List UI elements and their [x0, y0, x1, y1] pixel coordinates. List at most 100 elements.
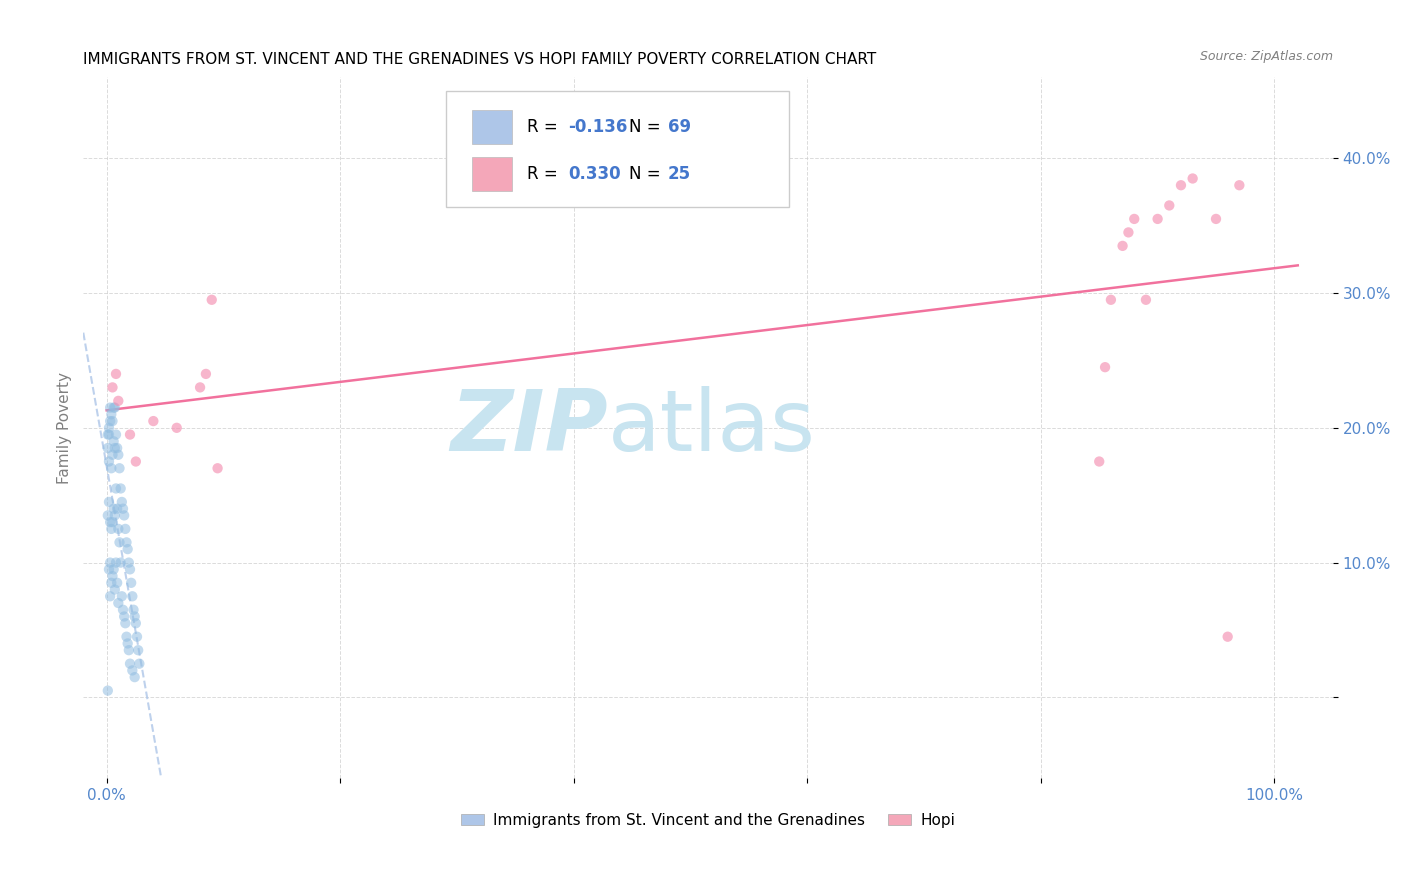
Point — [105, 501, 128, 516]
Text: Source: ZipAtlas.com: Source: ZipAtlas.com — [1199, 51, 1333, 63]
Point — [118, 643, 141, 657]
Point — [104, 556, 127, 570]
Point — [107, 393, 129, 408]
Point — [104, 367, 127, 381]
Point — [98, 562, 121, 576]
Point — [1216, 630, 1239, 644]
Point — [104, 401, 127, 415]
Point — [98, 495, 121, 509]
Point — [100, 408, 122, 422]
Point — [97, 683, 120, 698]
Point — [98, 427, 121, 442]
Point — [97, 508, 120, 523]
Point — [121, 664, 143, 678]
Point — [104, 482, 127, 496]
Point — [103, 401, 125, 415]
Point — [124, 609, 146, 624]
Point — [1111, 239, 1133, 253]
Y-axis label: Family Poverty: Family Poverty — [58, 372, 72, 483]
Point — [100, 575, 122, 590]
Point — [1159, 198, 1181, 212]
Point — [111, 603, 134, 617]
Point — [101, 380, 124, 394]
Point — [98, 454, 121, 468]
Point — [120, 575, 142, 590]
Point — [108, 535, 131, 549]
Text: 0.330: 0.330 — [568, 165, 620, 183]
Point — [101, 414, 124, 428]
Point — [101, 515, 124, 529]
Point — [111, 495, 134, 509]
Point — [166, 421, 188, 435]
Point — [1146, 211, 1168, 226]
Point — [1094, 360, 1116, 375]
FancyBboxPatch shape — [446, 92, 789, 207]
Text: N =: N = — [630, 165, 666, 183]
Point — [118, 556, 141, 570]
Point — [107, 596, 129, 610]
Text: R =: R = — [527, 118, 562, 136]
FancyBboxPatch shape — [472, 111, 512, 144]
Point — [103, 562, 125, 576]
Point — [101, 448, 124, 462]
Point — [1123, 211, 1146, 226]
Point — [127, 643, 149, 657]
Point — [1135, 293, 1157, 307]
Point — [100, 522, 122, 536]
Point — [1118, 226, 1140, 240]
Point — [98, 515, 121, 529]
FancyBboxPatch shape — [472, 157, 512, 191]
Text: -0.136: -0.136 — [568, 118, 627, 136]
Point — [124, 670, 146, 684]
Point — [115, 535, 138, 549]
Point — [104, 508, 127, 523]
Point — [142, 414, 165, 428]
Point — [115, 630, 138, 644]
Point — [125, 616, 148, 631]
Text: N =: N = — [630, 118, 666, 136]
Point — [103, 434, 125, 449]
Point — [110, 482, 132, 496]
Point — [98, 589, 121, 603]
Point — [121, 589, 143, 603]
Text: IMMIGRANTS FROM ST. VINCENT AND THE GRENADINES VS HOPI FAMILY POVERTY CORRELATIO: IMMIGRANTS FROM ST. VINCENT AND THE GREN… — [83, 52, 876, 67]
Point — [98, 556, 121, 570]
Point — [108, 461, 131, 475]
Point — [107, 522, 129, 536]
Point — [1227, 178, 1250, 193]
Point — [103, 501, 125, 516]
Point — [112, 508, 135, 523]
Point — [114, 616, 136, 631]
Point — [101, 569, 124, 583]
Point — [105, 441, 128, 455]
Point — [98, 401, 121, 415]
Point — [128, 657, 150, 671]
Point — [188, 380, 211, 394]
Point — [111, 501, 134, 516]
Legend: Immigrants from St. Vincent and the Grenadines, Hopi: Immigrants from St. Vincent and the Gren… — [456, 806, 962, 834]
Point — [1088, 454, 1111, 468]
Point — [1181, 171, 1204, 186]
Point — [1205, 211, 1227, 226]
Point — [97, 441, 120, 455]
Point — [104, 441, 127, 455]
Point — [1099, 293, 1122, 307]
Point — [114, 522, 136, 536]
Point — [118, 562, 141, 576]
Point — [100, 461, 122, 475]
Point — [105, 575, 128, 590]
Text: 25: 25 — [668, 165, 692, 183]
Point — [207, 461, 229, 475]
Point — [98, 414, 121, 428]
Point — [110, 556, 132, 570]
Point — [117, 636, 139, 650]
Text: 69: 69 — [668, 118, 692, 136]
Text: R =: R = — [527, 165, 562, 183]
Point — [1170, 178, 1192, 193]
Text: atlas: atlas — [607, 386, 815, 469]
Point — [98, 421, 121, 435]
Point — [194, 367, 217, 381]
Point — [122, 603, 145, 617]
Point — [97, 427, 120, 442]
Point — [118, 657, 141, 671]
